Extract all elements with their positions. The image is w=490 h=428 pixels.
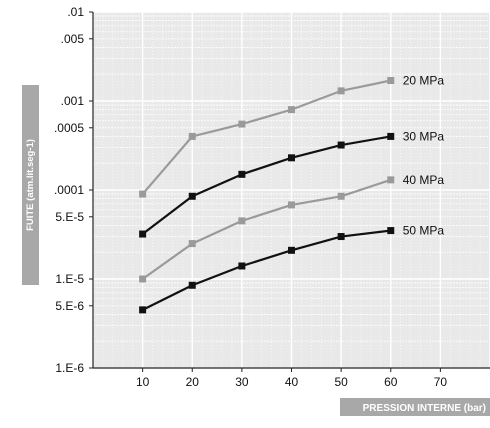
data-point [238, 217, 246, 225]
y-tick-label: .01 [67, 5, 84, 19]
series-label: 30 MPa [403, 129, 445, 143]
y-tick-label: 5.E-5 [55, 210, 84, 224]
x-tick-label: 10 [136, 375, 150, 389]
series-line [142, 229, 391, 311]
data-point [288, 106, 295, 114]
data-point [337, 141, 345, 149]
data-point [387, 76, 395, 84]
data-point [337, 192, 345, 200]
series-line [141, 135, 391, 235]
y-tick-label: .0001 [54, 183, 84, 197]
y-tick-label: 1.E-6 [55, 361, 84, 375]
data-point [337, 233, 345, 241]
y-tick-label: .001 [61, 94, 85, 108]
x-tick-label: 70 [434, 375, 448, 389]
x-tick-label: 60 [384, 375, 398, 389]
series-label: 50 MPa [403, 224, 445, 238]
data-point [188, 281, 196, 289]
y-axis-label-box [22, 85, 39, 285]
series: 20 MPa 30 MPa 40 MPa 50 MPa [139, 73, 445, 314]
y-tick-label: 5.E-6 [55, 299, 84, 313]
grid [92, 11, 490, 369]
data-point [238, 120, 246, 128]
axes: .01 .005 .001 .0005 .0001 5.E-5 1.E-5 5.E-6 1.E-… [54, 5, 490, 389]
data-point [238, 262, 246, 270]
data-point [238, 170, 246, 178]
x-tick-label: 20 [186, 375, 200, 389]
x-tick-label: 30 [235, 375, 249, 389]
data-point [188, 240, 196, 248]
data-point [188, 132, 196, 140]
data-point [139, 275, 147, 283]
data-point [387, 132, 395, 140]
series-1: 30 MPa [139, 129, 445, 238]
data-point [288, 154, 295, 162]
series-line [141, 79, 391, 195]
data-point [139, 230, 147, 238]
series-2: 40 MPa [139, 173, 444, 283]
series-3: 50 MPa [139, 224, 444, 314]
series-label: 20 MPa [403, 73, 445, 87]
series-label: 40 MPa [403, 173, 445, 187]
series-line [141, 178, 392, 280]
y-tick-label: .005 [61, 32, 85, 46]
x-tick-label: 40 [285, 375, 299, 389]
data-point [288, 201, 295, 209]
y-tick-label: 1.E-5 [55, 272, 84, 286]
y-tick-label: .0005 [54, 121, 84, 135]
x-axis-label: PRESSION INTERNE (bar) [363, 403, 486, 414]
data-point [387, 176, 395, 184]
data-point [387, 227, 395, 235]
series-0: 20 MPa [139, 73, 445, 198]
x-tick-label: 50 [334, 375, 348, 389]
data-point [288, 246, 295, 254]
data-point [337, 87, 345, 95]
y-axis-label: FUITE (atm.lit.seg-1) [25, 139, 36, 231]
data-point [139, 190, 147, 198]
data-point [139, 306, 147, 314]
data-point [188, 192, 196, 200]
x-axis-label-box [340, 398, 490, 416]
